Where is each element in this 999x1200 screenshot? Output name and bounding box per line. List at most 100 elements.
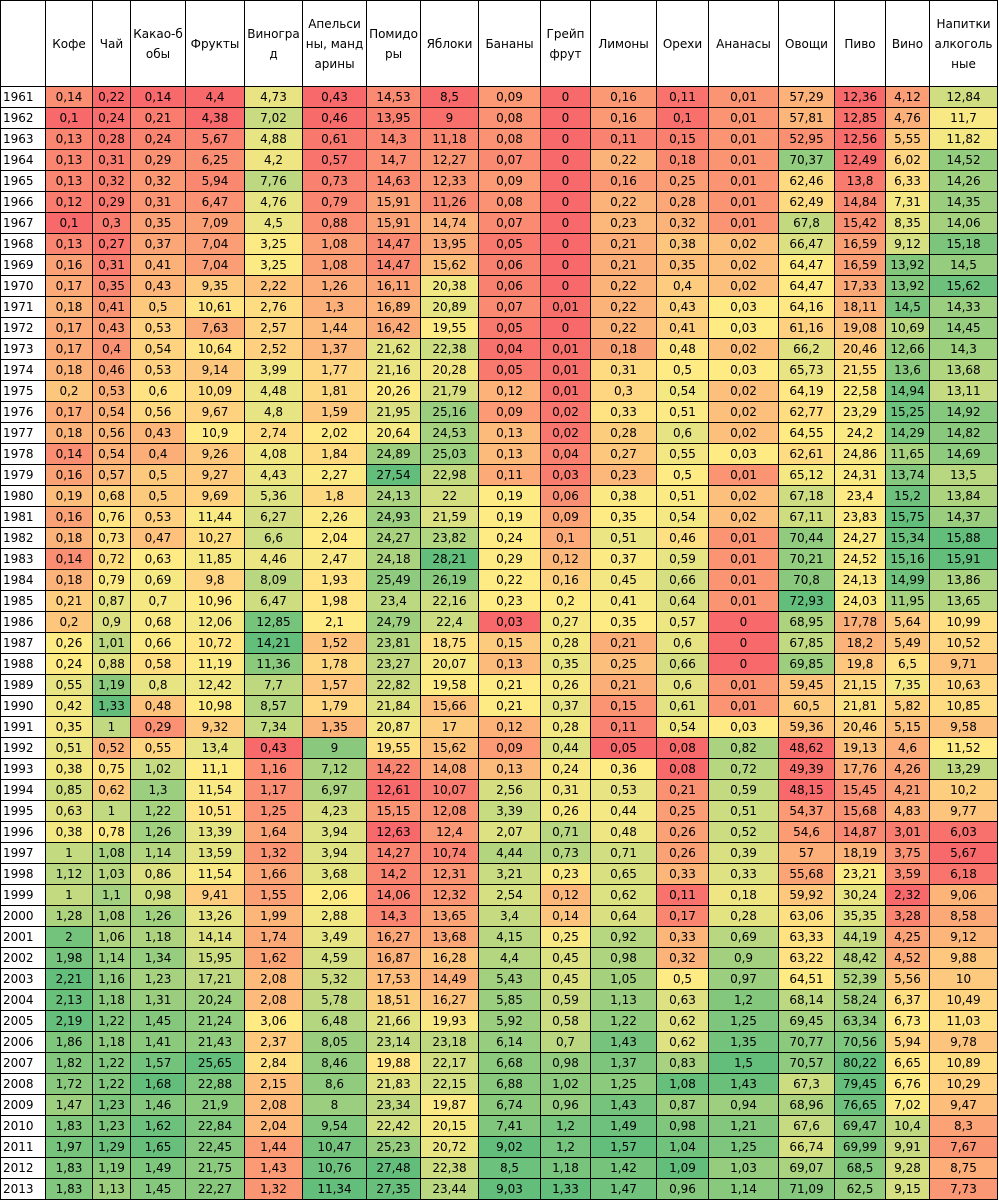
year-cell: 1997 — [0, 842, 46, 864]
value-cell: 0,47 — [130, 527, 186, 549]
value-cell: 0,01 — [540, 359, 591, 381]
value-cell: 0,02 — [540, 422, 591, 444]
header-row: Кофе Чай Какао-бобы Фрукты Виноград Апельсины… — [0, 0, 998, 87]
value-cell: 0 — [708, 632, 779, 654]
value-cell: 0,26 — [540, 800, 591, 822]
value-cell: 0,94 — [708, 1094, 779, 1116]
value-cell: 1,32 — [244, 1178, 303, 1200]
value-cell: 3,01 — [885, 821, 930, 843]
value-cell: 0,4 — [130, 443, 186, 465]
value-cell: 6,48 — [302, 1010, 367, 1032]
value-cell: 0,06 — [478, 254, 541, 276]
value-cell: 1,31 — [130, 989, 186, 1011]
value-cell: 0,54 — [92, 443, 131, 465]
value-cell: 52,39 — [834, 968, 886, 990]
value-cell: 25,65 — [185, 1052, 245, 1074]
value-cell: 14,22 — [366, 758, 421, 780]
value-cell: 27,35 — [366, 1178, 421, 1200]
value-cell: 16,89 — [366, 296, 421, 318]
value-cell: 0,28 — [540, 716, 591, 738]
value-cell: 13,11 — [929, 380, 998, 402]
value-cell: 0,18 — [590, 338, 657, 360]
value-cell: 16,28 — [420, 947, 479, 969]
value-cell: 1,65 — [130, 1136, 186, 1158]
value-cell: 1,42 — [590, 1157, 657, 1179]
value-cell: 6,33 — [885, 170, 930, 192]
value-cell: 0,23 — [540, 863, 591, 885]
value-cell: 23,44 — [420, 1178, 479, 1200]
value-cell: 0,26 — [45, 632, 93, 654]
value-cell: 1,35 — [708, 1031, 779, 1053]
value-cell: 21,59 — [420, 506, 479, 528]
table-row: 1989 0,55 1,19 0,8 12,42 7,7 1,57 22,82 19,58 0,2… — [0, 674, 998, 696]
value-cell: 0,48 — [130, 695, 186, 717]
value-cell: 14,33 — [929, 296, 998, 318]
value-cell: 64,55 — [778, 422, 835, 444]
value-cell: 0,05 — [590, 737, 657, 759]
value-cell: 0,25 — [590, 653, 657, 675]
value-cell: 3,06 — [244, 1010, 303, 1032]
value-cell: 0,43 — [130, 275, 186, 297]
value-cell: 14,21 — [244, 632, 303, 654]
value-cell: 9,54 — [302, 1115, 367, 1137]
year-cell: 1976 — [0, 401, 46, 423]
value-cell: 19,93 — [420, 1010, 479, 1032]
value-cell: 44,19 — [834, 926, 886, 948]
value-cell: 21,55 — [834, 359, 886, 381]
value-cell: 0,09 — [478, 401, 541, 423]
value-cell: 67,11 — [778, 506, 835, 528]
value-cell: 14,3 — [929, 338, 998, 360]
value-cell: 1,21 — [708, 1115, 779, 1137]
value-cell: 3,4 — [478, 905, 541, 927]
value-cell: 4,4 — [185, 86, 245, 108]
value-cell: 0,44 — [590, 800, 657, 822]
value-cell: 18,51 — [366, 989, 421, 1011]
value-cell: 0,53 — [590, 779, 657, 801]
value-cell: 0,35 — [45, 716, 93, 738]
value-cell: 1,13 — [590, 989, 657, 1011]
value-cell: 7,63 — [185, 317, 245, 339]
value-cell: 0,66 — [656, 653, 709, 675]
value-cell: 0,24 — [478, 527, 541, 549]
value-cell: 8,57 — [244, 695, 303, 717]
value-cell: 0,73 — [302, 170, 367, 192]
value-cell: 4,26 — [885, 758, 930, 780]
value-cell: 0,82 — [708, 737, 779, 759]
value-cell: 0,64 — [656, 590, 709, 612]
value-cell: 0,18 — [45, 569, 93, 591]
value-cell: 0,38 — [656, 233, 709, 255]
value-cell: 57,29 — [778, 86, 835, 108]
value-cell: 7,34 — [244, 716, 303, 738]
value-cell: 0,48 — [590, 821, 657, 843]
value-cell: 0,96 — [540, 1094, 591, 1116]
value-cell: 11,44 — [185, 506, 245, 528]
value-cell: 10,9 — [185, 422, 245, 444]
value-cell: 0,53 — [130, 317, 186, 339]
value-cell: 0,03 — [708, 296, 779, 318]
value-cell: 0,02 — [708, 422, 779, 444]
value-cell: 0,01 — [708, 548, 779, 570]
value-cell: 9,71 — [929, 653, 998, 675]
value-cell: 19,58 — [420, 674, 479, 696]
year-cell: 1981 — [0, 506, 46, 528]
value-cell: 9,02 — [478, 1136, 541, 1158]
value-cell: 22,84 — [185, 1115, 245, 1137]
value-cell: 0,33 — [590, 401, 657, 423]
value-cell: 12,85 — [834, 107, 886, 129]
value-cell: 20,46 — [834, 716, 886, 738]
value-cell: 0,32 — [656, 947, 709, 969]
value-cell: 72,93 — [778, 590, 835, 612]
value-cell: 1,33 — [540, 1178, 591, 1200]
year-cell: 1989 — [0, 674, 46, 696]
value-cell: 0,11 — [590, 128, 657, 150]
value-cell: 4,23 — [302, 800, 367, 822]
year-cell: 1977 — [0, 422, 46, 444]
value-cell: 9,78 — [929, 1031, 998, 1053]
value-cell: 0,7 — [540, 1031, 591, 1053]
value-cell: 9,12 — [929, 926, 998, 948]
value-cell: 79,45 — [834, 1073, 886, 1095]
value-cell: 0,29 — [92, 191, 131, 213]
value-cell: 24,27 — [834, 527, 886, 549]
value-cell: 10,07 — [420, 779, 479, 801]
value-cell: 15,91 — [366, 212, 421, 234]
